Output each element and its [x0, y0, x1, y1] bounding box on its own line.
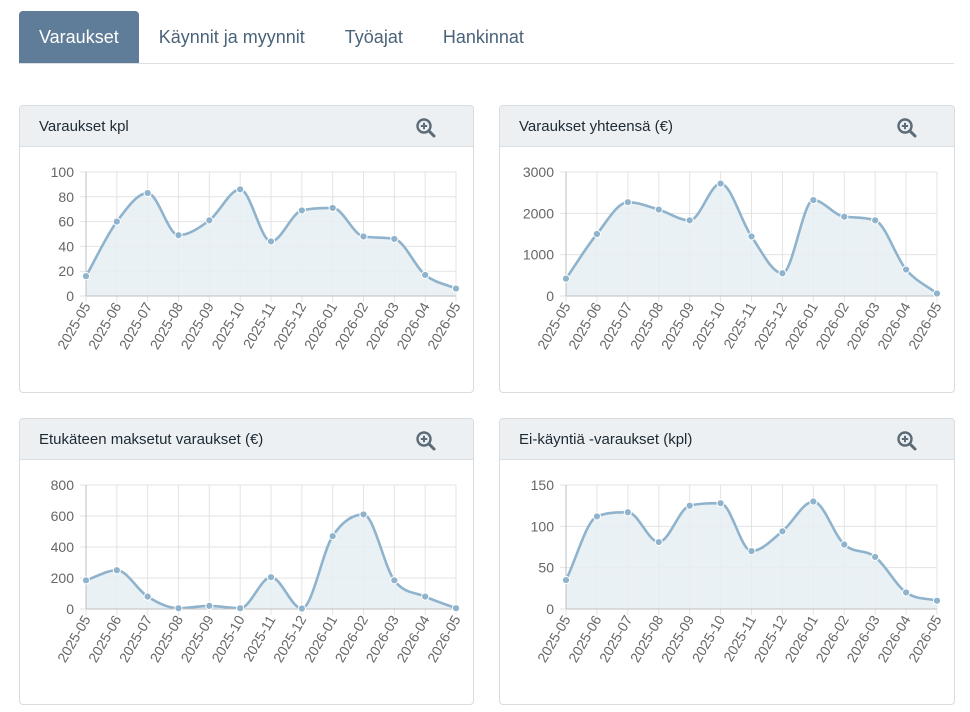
data-point: [143, 592, 152, 601]
zoom-in-icon[interactable]: [415, 430, 437, 452]
data-point: [840, 540, 849, 549]
data-point: [716, 499, 725, 508]
zoom-in-icon[interactable]: [896, 117, 918, 139]
data-point: [421, 270, 430, 280]
y-tick-label: 100: [51, 164, 75, 180]
chart-card-etukateen-maksetut: Etukäteen maksetut varaukset (€) 0 200 400…: [19, 418, 474, 705]
data-point: [561, 575, 571, 585]
y-tick-label: 600: [51, 508, 75, 524]
data-point: [901, 588, 911, 597]
data-point: [840, 212, 849, 221]
data-point: [623, 198, 632, 207]
chart-title: Ei-käyntiä -varaukset (kpl): [519, 431, 693, 448]
data-point: [871, 216, 880, 225]
chart-area: 0501001502025-052025-062025-072025-08202…: [531, 477, 945, 665]
tab-hankinnat[interactable]: Hankinnat: [442, 27, 524, 47]
data-point: [266, 573, 276, 582]
data-point: [143, 188, 152, 198]
data-point: [932, 596, 942, 605]
data-point: [266, 237, 276, 246]
data-point: [623, 508, 632, 517]
y-tick-label: 0: [66, 288, 74, 304]
y-tick-label: 3000: [523, 164, 554, 180]
card-header: Etukäteen maksetut varaukset (€): [20, 419, 473, 460]
chart-card-varaukset-yhteensa: Varaukset yhteensä (€) 0 1000 2000 3000 2025…: [499, 105, 955, 393]
y-tick-label: 800: [51, 477, 75, 493]
data-point: [236, 604, 245, 613]
tab-bar: Varaukset Käynnit ja myynnit Työajat Han…: [19, 11, 954, 64]
data-point: [328, 203, 337, 213]
card-header: Varaukset yhteensä (€): [500, 106, 954, 147]
data-point: [359, 232, 368, 241]
data-point: [112, 566, 121, 575]
y-tick-label: 100: [531, 518, 555, 534]
data-point: [390, 234, 399, 244]
chart-card-varaukset-kpl: Varaukset kpl 0 20 40 60 80 100 2025-05 2025-06…: [19, 105, 474, 393]
data-point: [390, 576, 399, 585]
data-point: [778, 527, 787, 536]
data-point: [81, 576, 91, 585]
zoom-in-icon[interactable]: [415, 117, 437, 139]
chart-title: Varaukset kpl: [39, 118, 129, 135]
data-point: [421, 592, 430, 601]
tab-kaynnit-ja-myynnit[interactable]: Käynnit ja myynnit: [158, 27, 305, 47]
data-point: [747, 547, 756, 556]
y-tick-label: 1000: [523, 247, 554, 263]
y-tick-label: 2000: [523, 205, 554, 221]
y-tick-label: 200: [51, 570, 75, 586]
y-tick-label: 50: [538, 560, 554, 576]
data-point: [685, 501, 694, 510]
data-point: [112, 217, 121, 226]
data-point: [359, 510, 368, 519]
data-point: [592, 229, 602, 239]
chart-card-ei-kayntia: Ei-käyntiä -varaukset (kpl) 0 50 100 150 202…: [499, 418, 955, 705]
y-tick-label: 150: [531, 477, 555, 493]
data-point: [592, 512, 602, 521]
card-header: Varaukset kpl: [20, 106, 473, 147]
data-point: [747, 232, 756, 241]
data-point: [174, 231, 183, 240]
y-tick-label: 400: [51, 539, 75, 555]
data-point: [236, 185, 245, 194]
y-tick-label: 40: [58, 238, 74, 254]
data-point: [297, 604, 306, 613]
data-point: [932, 289, 942, 298]
data-point: [716, 179, 725, 188]
chart-title: Varaukset yhteensä (€): [519, 118, 673, 135]
zoom-in-icon[interactable]: [896, 430, 918, 452]
chart-area: 02004006008002025-052025-062025-072025-0…: [51, 477, 464, 665]
data-point: [685, 216, 694, 225]
series-area: [86, 514, 456, 609]
data-point: [809, 497, 818, 506]
tab-tyoajat[interactable]: Työajat: [344, 27, 403, 47]
data-point: [654, 205, 663, 214]
data-point: [451, 284, 461, 293]
y-tick-label: 0: [66, 601, 74, 617]
y-tick-label: 60: [58, 214, 74, 230]
data-point: [809, 196, 818, 205]
chart-title: Etukäteen maksetut varaukset (€): [39, 431, 264, 448]
data-point: [561, 274, 571, 283]
data-point: [328, 532, 337, 541]
data-point: [174, 604, 183, 613]
data-point: [205, 601, 214, 610]
data-point: [205, 216, 214, 225]
data-point: [451, 604, 461, 613]
chart-area: 0204060801002025-052025-062025-072025-08…: [51, 164, 464, 352]
data-point: [297, 206, 306, 215]
tab-varaukset[interactable]: Varaukset: [19, 11, 139, 63]
data-point: [654, 537, 663, 547]
y-tick-label: 0: [546, 288, 554, 304]
card-header: Ei-käyntiä -varaukset (kpl): [500, 419, 954, 460]
y-tick-label: 20: [58, 263, 74, 279]
data-point: [901, 265, 911, 274]
y-tick-label: 80: [58, 189, 74, 205]
y-tick-label: 0: [546, 601, 554, 617]
chart-area: 01000200030002025-052025-062025-072025-0…: [523, 164, 945, 352]
series-area: [566, 501, 937, 609]
data-point: [871, 552, 880, 562]
data-point: [778, 269, 787, 278]
data-point: [81, 272, 91, 281]
